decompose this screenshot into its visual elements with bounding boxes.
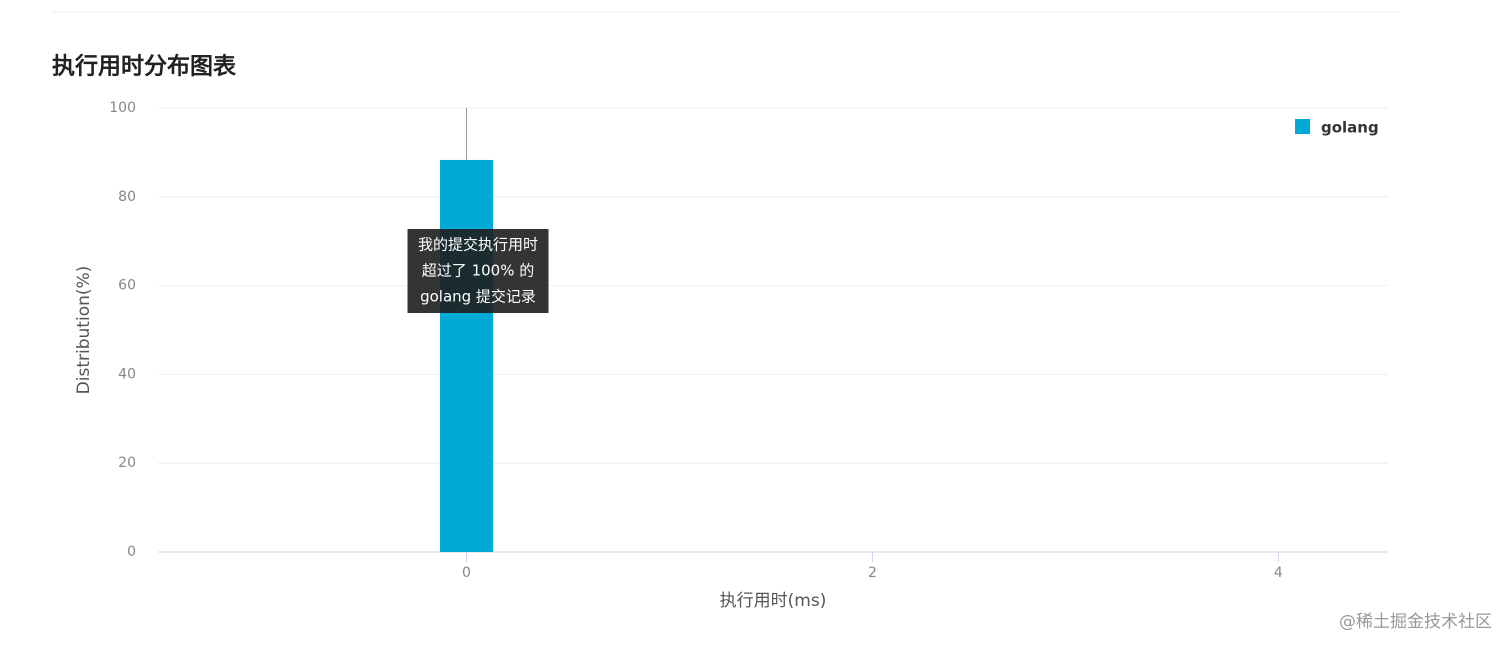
bar — [440, 159, 494, 552]
legend-swatch — [1295, 119, 1310, 134]
tooltip-text: golang 提交记录 — [420, 288, 536, 306]
y-tick-label: 0 — [127, 544, 136, 560]
tooltip-box — [407, 229, 549, 313]
y-tick-label: 20 — [118, 455, 136, 471]
watermark: @稀土掘金技术社区 — [1339, 612, 1492, 632]
x-axis-label: 执行用时(ms) — [720, 591, 827, 611]
y-axis-label: Distribution(%) — [74, 266, 94, 395]
x-tick-label: 4 — [1274, 565, 1283, 581]
chart-title: 执行用时分布图表 — [52, 53, 237, 80]
y-tick-label: 80 — [118, 189, 136, 205]
legend-label: golang — [1321, 119, 1379, 137]
tooltip-text: 我的提交执行用时 — [418, 236, 538, 254]
y-tick-label: 60 — [118, 278, 136, 294]
y-tick-label: 40 — [118, 366, 136, 382]
tooltip-text: 超过了 100% 的 — [422, 262, 534, 280]
x-tick-label: 2 — [868, 565, 877, 581]
y-tick-label: 100 — [109, 100, 136, 116]
x-tick-label: 0 — [462, 565, 471, 581]
